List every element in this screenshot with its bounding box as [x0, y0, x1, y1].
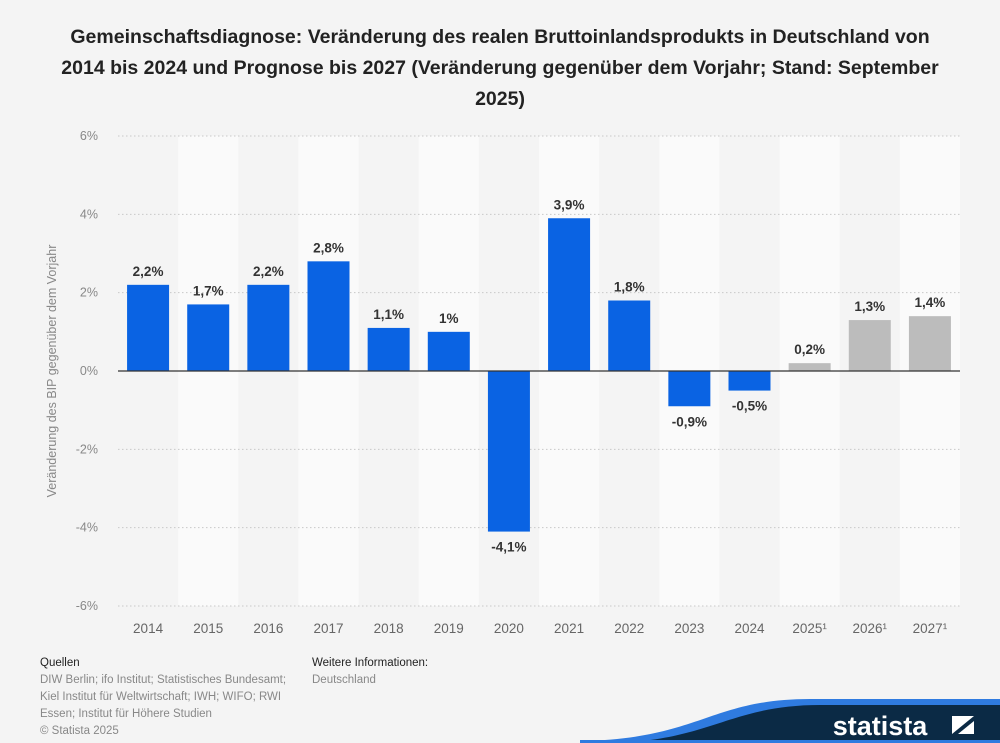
x-tick-label: 2024: [734, 621, 765, 636]
bar: [788, 363, 831, 371]
y-tick-label: 6%: [80, 129, 98, 143]
y-tick-label: -6%: [76, 599, 98, 613]
y-tick-label: -4%: [76, 521, 98, 535]
bar: [728, 371, 771, 391]
data-label: 2,2%: [253, 264, 284, 279]
data-label: 1,3%: [854, 299, 885, 314]
y-tick-label: -2%: [76, 442, 98, 456]
x-tick-label: 2021: [554, 621, 584, 636]
x-tick-label: 2027¹: [913, 621, 948, 636]
logo-mark-icon: [952, 716, 974, 734]
data-label: 1,1%: [373, 307, 404, 322]
bar: [908, 316, 951, 371]
data-label: 3,9%: [554, 197, 585, 212]
sources-line: Kiel Institut für Weltwirtschaft; IWH; W…: [40, 691, 282, 703]
data-label: 1,7%: [193, 283, 224, 298]
y-tick-label: 0%: [80, 364, 98, 378]
data-label: 1,4%: [915, 295, 946, 310]
logo-text: statista: [833, 711, 929, 741]
x-tick-label: 2015: [193, 621, 223, 636]
sources-heading: Quellen: [40, 657, 80, 669]
statista-logo[interactable]: statista: [580, 679, 1000, 743]
x-tick-label: 2014: [133, 621, 164, 636]
bar: [127, 284, 170, 371]
sources-line: Essen; Institut für Höhere Studien: [40, 708, 212, 720]
chart-title: Gemeinschaftsdiagnose: Veränderung des r…: [61, 26, 939, 110]
bar: [548, 218, 591, 371]
x-tick-label: 2017: [313, 621, 343, 636]
x-tick-label: 2019: [434, 621, 464, 636]
y-tick-label: 2%: [80, 286, 98, 300]
x-tick-label: 2025¹: [792, 621, 827, 636]
y-tick-label: 4%: [80, 207, 98, 221]
data-label: 2,8%: [313, 240, 344, 255]
bar: [487, 371, 530, 532]
info-heading[interactable]: Weitere Informationen:: [312, 657, 429, 669]
x-tick-label: 2022: [614, 621, 644, 636]
x-tick-label: 2026¹: [853, 621, 888, 636]
data-label: -0,9%: [672, 414, 707, 429]
bar: [187, 304, 230, 371]
bar: [367, 327, 410, 371]
x-tick-label: 2018: [374, 621, 404, 636]
data-label: 0,2%: [794, 342, 825, 357]
sources-block: Quellen DIW Berlin; ifo Institut; Statis…: [40, 655, 286, 740]
bar: [668, 371, 711, 407]
info-block: Weitere Informationen: Deutschland: [312, 655, 428, 689]
x-tick-label: 2020: [494, 621, 524, 636]
data-label: 1%: [439, 311, 459, 326]
bar: [247, 284, 290, 371]
copyright: © Statista 2025: [40, 725, 119, 737]
info-text[interactable]: Deutschland: [312, 674, 376, 686]
bar: [848, 320, 891, 371]
bar: [608, 300, 651, 371]
data-label: -0,5%: [732, 399, 767, 414]
data-label: 1,8%: [614, 280, 645, 295]
logo-background: [610, 705, 1000, 743]
bar: [427, 331, 470, 371]
x-tick-label: 2023: [674, 621, 704, 636]
x-tick-label: 2016: [253, 621, 283, 636]
data-label: -4,1%: [491, 540, 526, 555]
bar-chart: 6% 4% 2% 0% -2% -4% -6% 2,2% 2014 1,7% 2015 2,2% 201…: [45, 129, 960, 636]
data-label: 2,2%: [133, 264, 164, 279]
y-axis-label: Veränderung des BIP gegenüber dem Vorjah…: [45, 245, 59, 498]
bar: [307, 261, 350, 371]
sources-line: DIW Berlin; ifo Institut; Statistisches …: [40, 674, 287, 686]
